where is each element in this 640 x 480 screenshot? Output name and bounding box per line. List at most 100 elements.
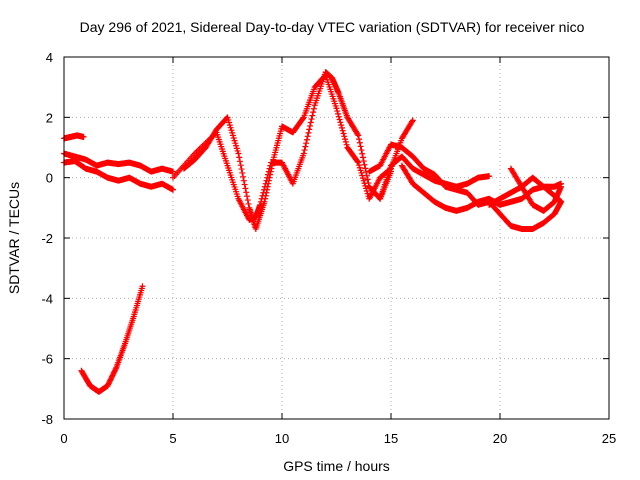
data-point (264, 171, 271, 178)
data-point (259, 192, 266, 199)
data-point (335, 110, 342, 117)
data-point (333, 105, 340, 112)
grid (64, 57, 609, 419)
data-point (360, 158, 367, 165)
data-point (236, 158, 243, 165)
y-tick-label: -4 (41, 291, 53, 306)
data-point (356, 136, 363, 143)
data-point (237, 162, 244, 169)
series-track-2 (61, 158, 176, 193)
data-point (265, 168, 272, 175)
data-point (303, 140, 310, 147)
series-track-1 (61, 150, 176, 175)
data-point (486, 173, 493, 180)
data-point (365, 180, 372, 187)
data-point (240, 173, 247, 180)
data-point (342, 136, 349, 143)
data-point (355, 132, 362, 139)
data-point (558, 183, 565, 190)
data-point (336, 116, 343, 123)
data-point (260, 189, 267, 196)
data-point (409, 117, 416, 124)
data-point (306, 126, 313, 133)
data-point (304, 133, 311, 140)
data-point (361, 161, 368, 168)
data-point (354, 131, 361, 138)
data-point (301, 147, 308, 154)
data-point (302, 143, 309, 150)
data-point (307, 122, 314, 129)
data-point (239, 169, 246, 176)
data-point (240, 177, 247, 184)
data-point (364, 176, 371, 183)
data-point (170, 186, 176, 193)
data-point (338, 122, 345, 129)
data-point (359, 150, 366, 157)
data-point (257, 201, 264, 208)
data-point (310, 109, 317, 116)
data-point (266, 165, 273, 172)
data-point (236, 154, 243, 161)
data-point (334, 108, 341, 115)
data-point (358, 147, 365, 154)
data-point (263, 177, 270, 184)
data-point (310, 105, 317, 112)
series-track-3 (61, 132, 87, 142)
data-point (309, 112, 316, 119)
x-tick-label: 10 (275, 431, 289, 446)
y-tick-label: 4 (46, 50, 53, 65)
data-point (343, 141, 350, 148)
data-point (243, 189, 250, 196)
y-tick-label: 2 (46, 110, 53, 125)
data-points (61, 69, 565, 395)
data-point (341, 133, 348, 140)
series-track-8 (377, 153, 493, 202)
data-point (337, 119, 344, 126)
data-point (241, 181, 248, 188)
y-tick-label: 0 (46, 171, 53, 186)
data-point (242, 185, 249, 192)
data-point (170, 168, 176, 175)
chart-title: Day 296 of 2021, Sidereal Day-to-day VTE… (79, 19, 585, 35)
data-point (245, 200, 252, 207)
data-point (261, 183, 268, 190)
series-track-4 (78, 283, 146, 395)
data-point (243, 193, 250, 200)
data-point (267, 162, 274, 169)
data-point (303, 136, 310, 143)
data-point (335, 113, 342, 120)
x-tick-label: 25 (602, 431, 616, 446)
data-point (235, 150, 242, 157)
y-tick-label: -8 (41, 412, 53, 427)
data-point (558, 198, 565, 205)
x-tick-label: 5 (169, 431, 176, 446)
x-tick-label: 15 (384, 431, 398, 446)
data-point (80, 133, 87, 140)
data-point (258, 195, 265, 202)
data-point (354, 158, 361, 165)
series-track-11 (507, 165, 565, 214)
x-tick-label: 20 (493, 431, 507, 446)
data-point (139, 283, 146, 290)
data-point (342, 138, 349, 145)
data-point (362, 165, 369, 172)
y-tick-label: -6 (41, 352, 53, 367)
data-point (238, 166, 245, 173)
data-point (300, 150, 307, 157)
data-point (339, 127, 346, 134)
data-point (264, 174, 271, 181)
series-track-6 (170, 69, 394, 223)
data-point (409, 118, 416, 125)
data-point (340, 130, 347, 137)
data-point (308, 116, 315, 123)
data-point (244, 197, 251, 204)
data-point (307, 119, 314, 126)
data-point (359, 154, 366, 161)
data-point (262, 180, 269, 187)
data-point (261, 186, 268, 193)
data-point (338, 124, 345, 131)
series-track-5 (180, 72, 416, 232)
series-track-9 (398, 162, 565, 214)
data-point (257, 198, 264, 205)
